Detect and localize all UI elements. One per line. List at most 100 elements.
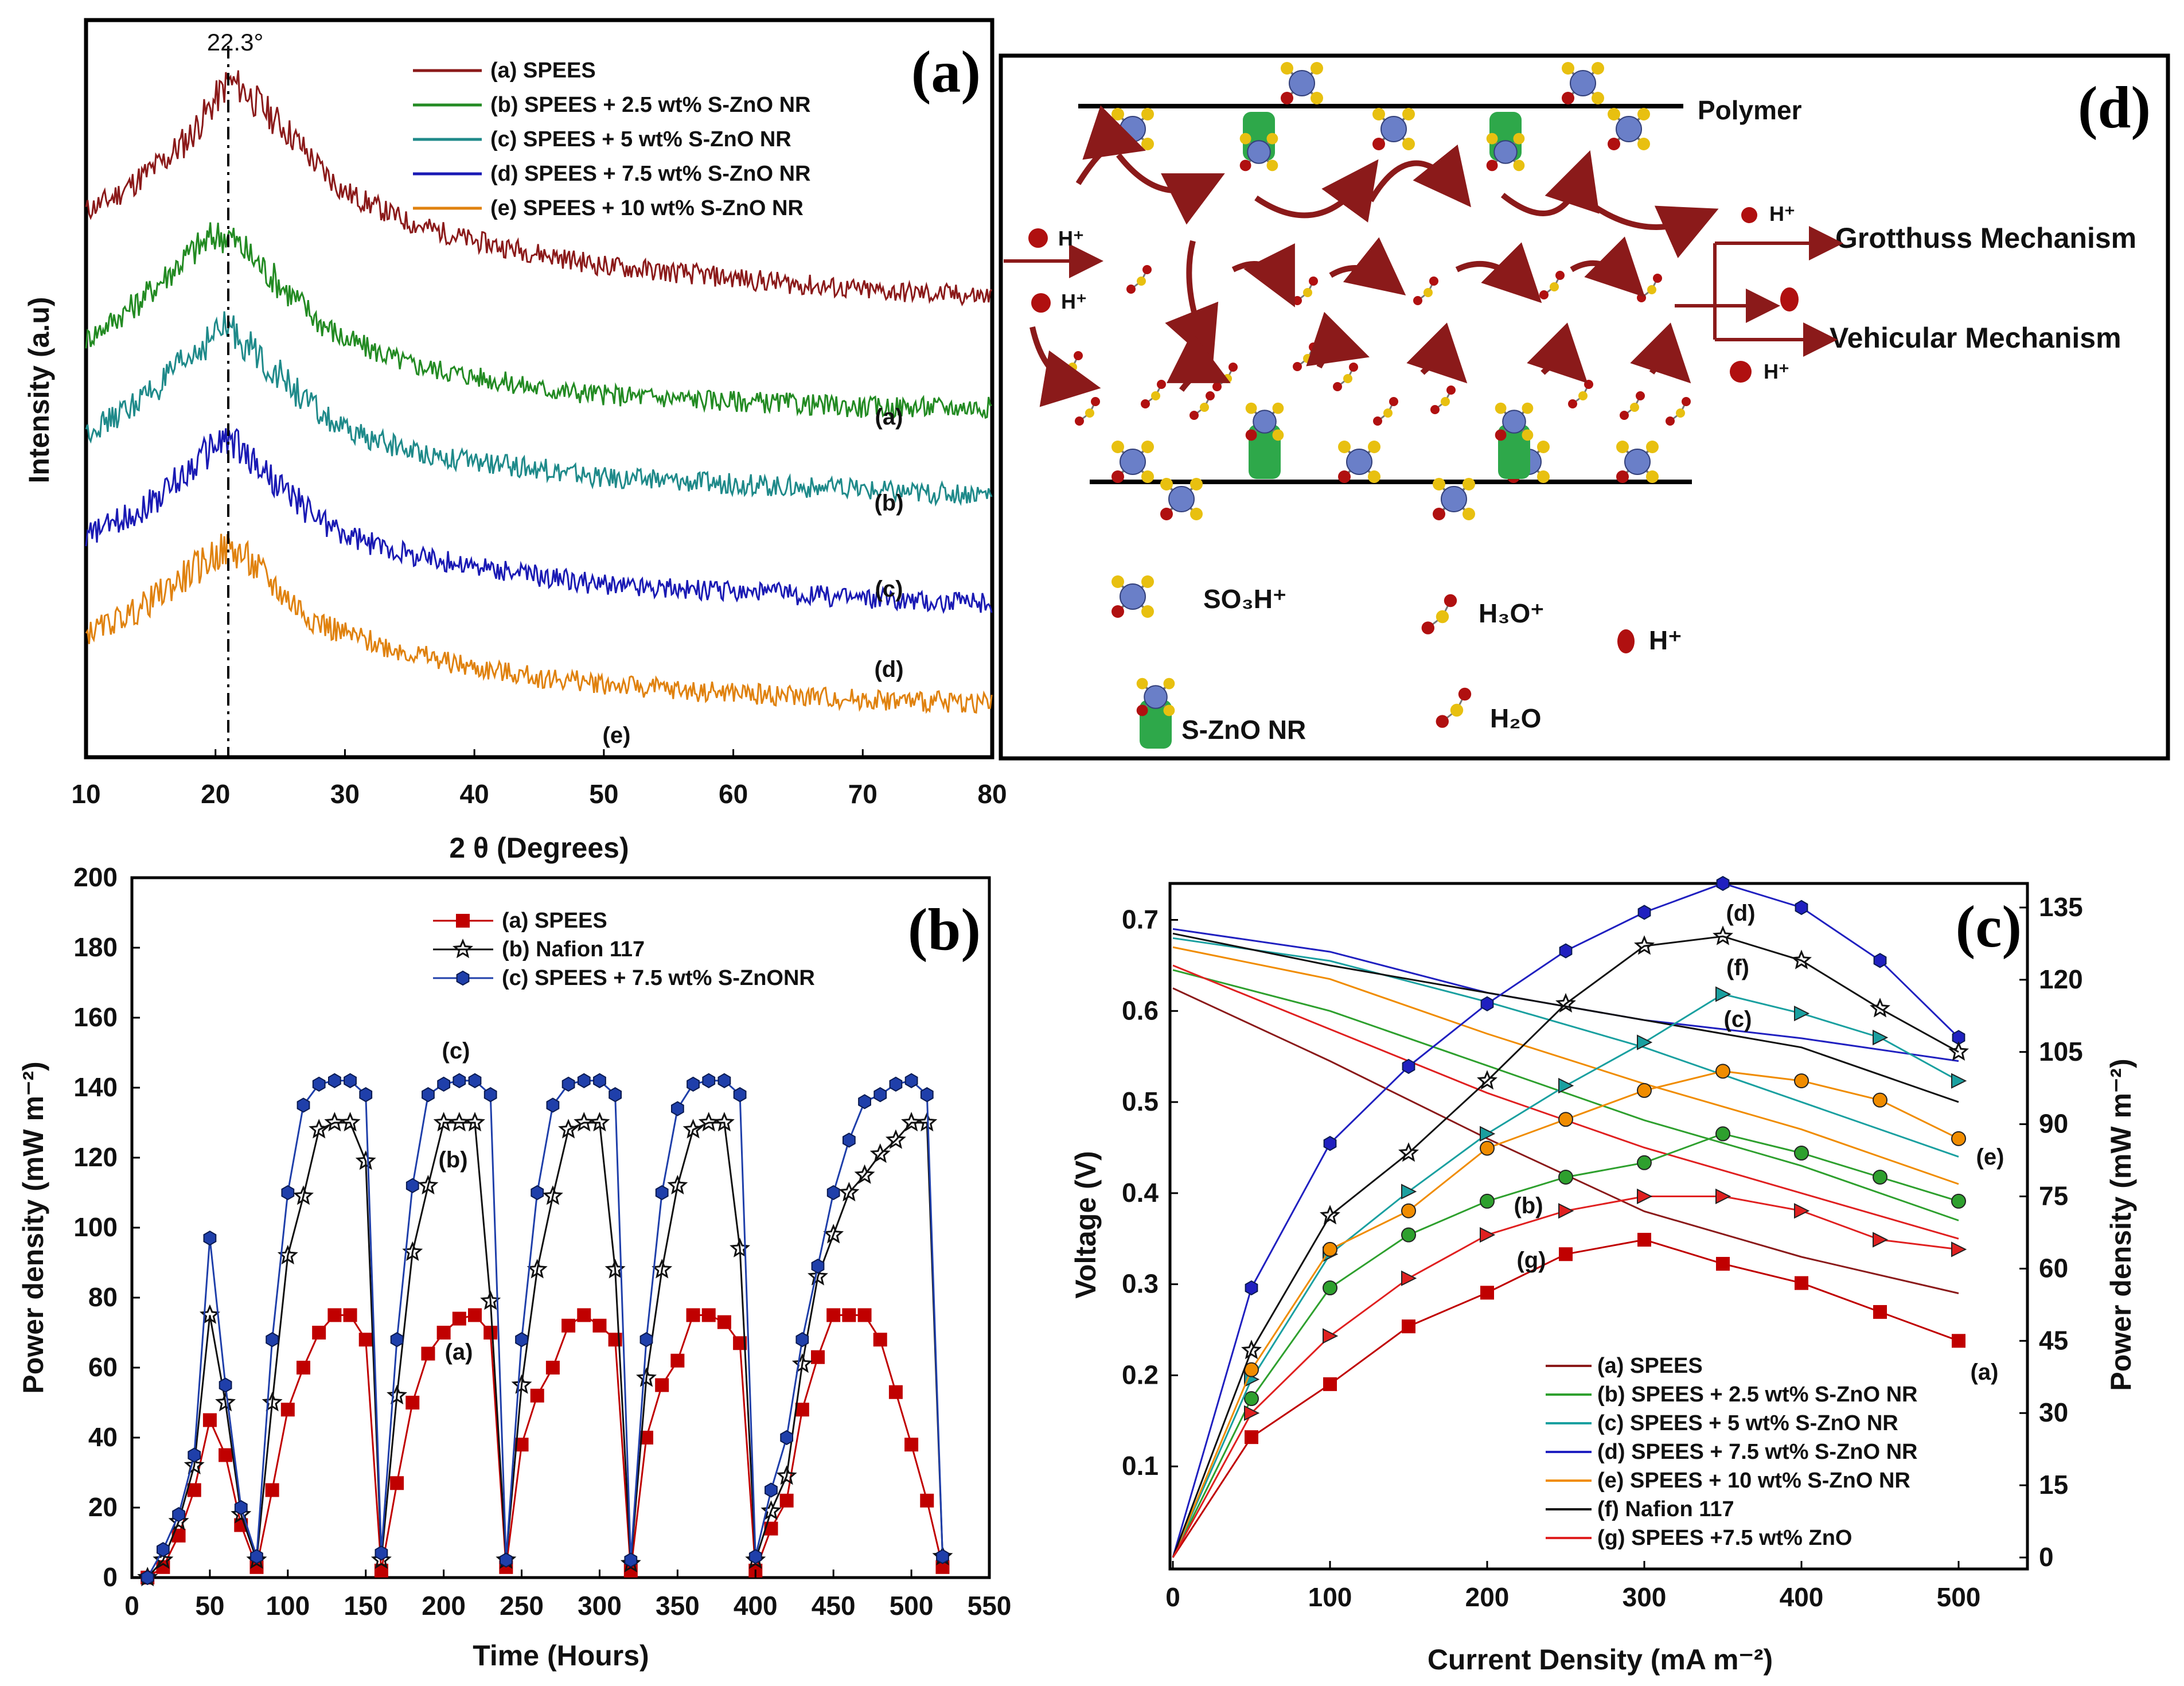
xrd-series-line [85, 534, 993, 714]
proton-hop-arrow-icon [1329, 237, 1406, 295]
so3h-molecule-icon [1136, 677, 1175, 717]
power-time-point [184, 1454, 205, 1475]
power-density-point [1480, 1193, 1495, 1209]
so3h-molecule-icon [1616, 441, 1659, 483]
panel-c-legend-entry: (c) SPEES + 5 wt% S-ZnO NR [1597, 1411, 1898, 1435]
power-time-point [418, 1174, 439, 1195]
power-time-series-line [147, 1314, 943, 1579]
atom [1368, 441, 1380, 453]
power-time-point [808, 1266, 828, 1286]
atom [1338, 470, 1351, 483]
atom [1272, 402, 1284, 414]
panel-a-legend-entry: (c) SPEES + 5 wt% S-ZnO NR [490, 127, 791, 151]
atom [1522, 402, 1534, 414]
power-time-point [842, 1308, 856, 1322]
atom-core [1168, 486, 1195, 512]
atom [1075, 416, 1084, 426]
power-density-point [1873, 1169, 1887, 1185]
power-time-point [920, 1087, 934, 1103]
power-density-point [1873, 1092, 1887, 1108]
atom [1272, 429, 1284, 441]
atom [1608, 108, 1620, 120]
atom [1462, 478, 1475, 490]
panel-b-x-tick: 100 [266, 1591, 310, 1621]
atom-core [1120, 583, 1146, 610]
proton-hop-arrow-icon [1231, 243, 1295, 307]
so3h-molecule-icon [1239, 133, 1278, 172]
panel-c-curve-label: (e) [1976, 1144, 2004, 1170]
atom [1495, 402, 1507, 414]
atom [1402, 138, 1415, 150]
power-density-point [1477, 1070, 1497, 1090]
atom [1429, 277, 1438, 286]
panel-c-legend-entry: (d) SPEES + 7.5 wt% S-ZnO NR [1597, 1440, 1917, 1464]
legend-h-label: H⁺ [1649, 625, 1682, 655]
water-molecule-icon [1421, 594, 1457, 634]
power-density-point [1480, 1126, 1496, 1142]
atom [1112, 605, 1124, 618]
proton-hop-arrow-icon [1165, 240, 1219, 366]
atom-core [1144, 685, 1168, 709]
power-series-line [1172, 935, 1959, 1558]
panel-b-curve-label: (a) [445, 1340, 473, 1365]
water-molecule-icon [1141, 380, 1166, 408]
water-molecule-icon [1436, 687, 1472, 728]
panel-b-x-axis-label: Time (Hours) [473, 1640, 649, 1672]
panel-d-label: (d) [2078, 75, 2151, 141]
panel-a-x-tick: 80 [977, 779, 1007, 809]
atom [1281, 62, 1293, 75]
panel-c-y-tick: 0.4 [1122, 1178, 1159, 1208]
atom [1142, 265, 1152, 274]
atom [1293, 362, 1302, 371]
atom [1433, 478, 1445, 490]
atom [1653, 274, 1662, 283]
panel-b-legend-marker [453, 939, 473, 959]
power-density-point [1401, 1270, 1417, 1286]
proton-hop-arrow-icon [1166, 332, 1231, 392]
power-density-point [1480, 996, 1494, 1011]
panel-b-x-tick: 250 [500, 1591, 544, 1621]
power-time-point [526, 1259, 548, 1279]
power-time-point [936, 1549, 949, 1564]
proton-label-1: H⁺ [1058, 227, 1084, 250]
power-time-point [187, 1483, 201, 1497]
proton-hop-arrow-icon [1306, 311, 1370, 369]
power-density-point [1323, 1328, 1339, 1344]
power-density-point [1323, 1280, 1337, 1295]
panel-c-y-tick: 0.6 [1122, 995, 1159, 1025]
power-time-point [593, 1073, 606, 1088]
panel-c-curve-label: (c) [1724, 1007, 1752, 1032]
legend-szno-label: S-ZnO NR [1181, 715, 1306, 745]
proton-hop-arrow-icon [1570, 236, 1645, 298]
panel-c-y2-tick: 90 [2039, 1109, 2068, 1139]
power-time-point [609, 1087, 622, 1103]
atom [1141, 108, 1154, 120]
power-time-point [592, 1318, 607, 1333]
atom [1112, 441, 1124, 453]
atom [1578, 391, 1588, 400]
power-time-point [530, 1388, 544, 1403]
panel-b-legend-entry: (a) SPEES [502, 909, 607, 933]
water-molecule-icon [1568, 380, 1593, 408]
power-density-point [1795, 1276, 1808, 1290]
power-time-point [760, 1500, 782, 1520]
power-time-point [826, 1308, 841, 1322]
panel-c-y2-tick: 30 [2039, 1397, 2068, 1427]
power-time-point [779, 1493, 794, 1508]
panel-a-x-tick: 30 [330, 779, 360, 809]
power-time-point [312, 1076, 326, 1092]
panel-c-x-tick: 500 [1937, 1582, 1981, 1612]
panel-c-curve-label: (a) [1971, 1360, 1999, 1385]
atom [1343, 374, 1352, 383]
panel-b-curve-label: (b) [438, 1147, 467, 1173]
water-molecule-icon [1637, 274, 1662, 302]
panel-b-x-tick: 500 [890, 1591, 934, 1621]
panel-c-legend-entry: (f) Nafion 117 [1597, 1497, 1734, 1521]
voltage-series-line [1172, 937, 1959, 1158]
power-time-point [885, 1129, 906, 1149]
panel-c-y2-tick: 15 [2039, 1470, 2068, 1500]
panel-a-curve-label: (c) [875, 577, 903, 602]
power-time-point [468, 1073, 482, 1088]
power-time-point [904, 1073, 918, 1088]
atom [1539, 290, 1549, 299]
